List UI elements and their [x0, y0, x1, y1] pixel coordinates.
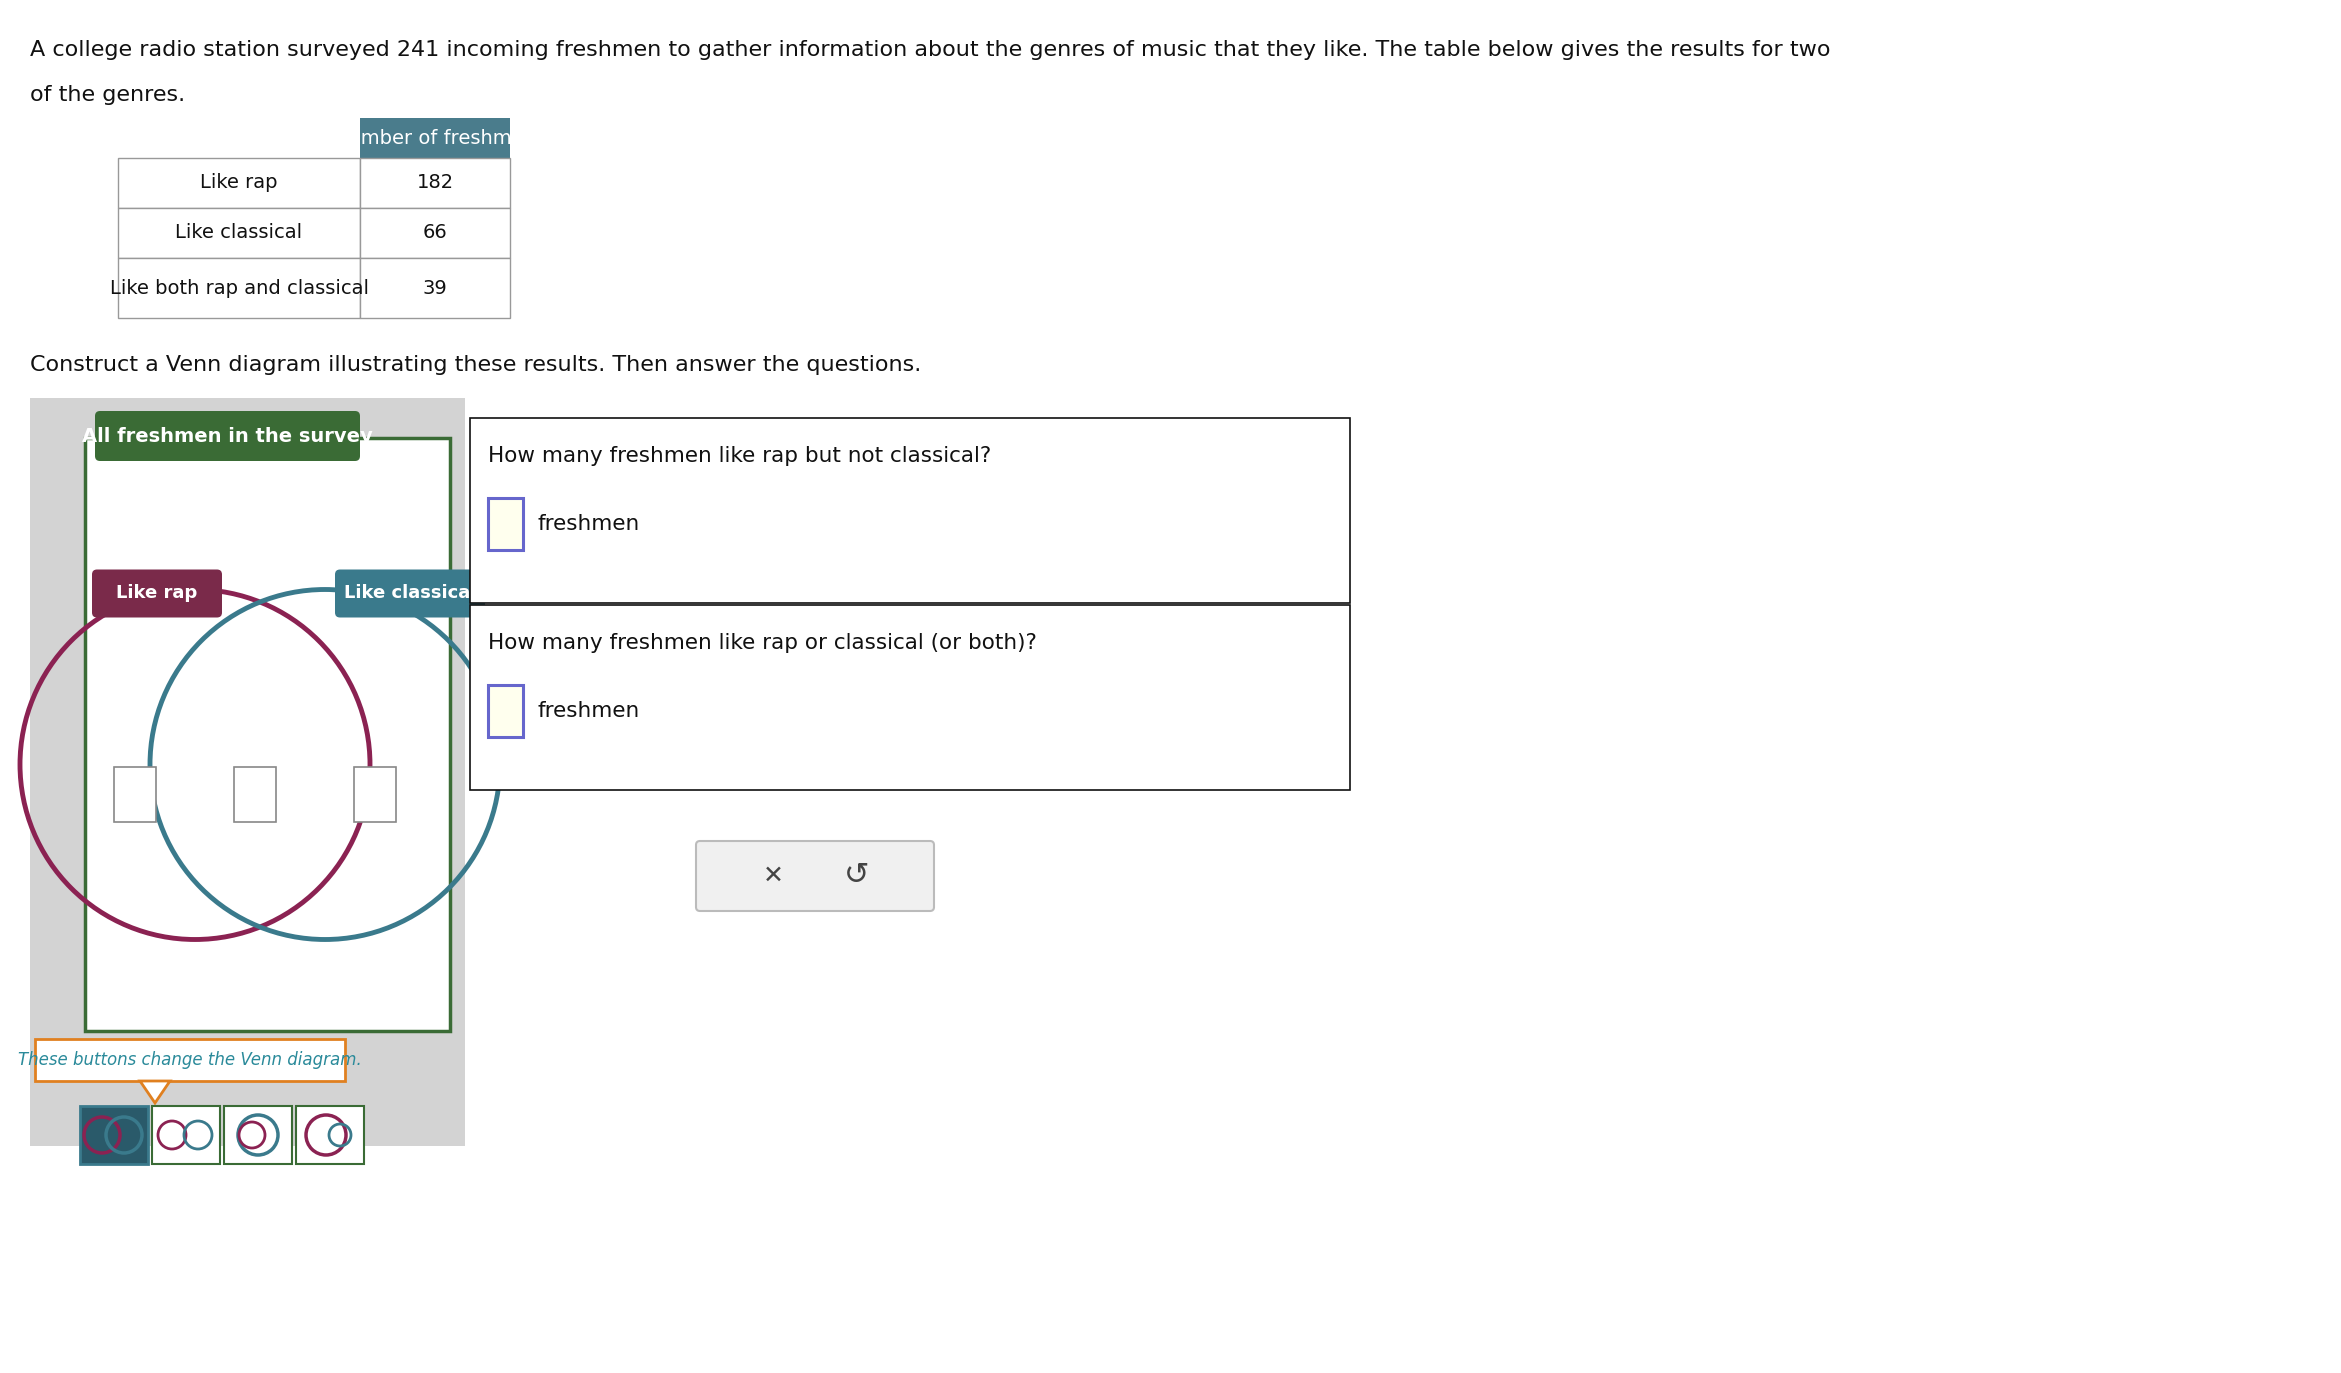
- FancyBboxPatch shape: [471, 417, 1351, 603]
- FancyBboxPatch shape: [695, 842, 934, 912]
- Text: How many freshmen like rap but not classical?: How many freshmen like rap but not class…: [487, 446, 990, 465]
- FancyBboxPatch shape: [91, 570, 222, 618]
- Text: Like classical: Like classical: [176, 224, 302, 243]
- Text: These buttons change the Venn diagram.: These buttons change the Venn diagram.: [19, 1050, 363, 1070]
- Text: ↺: ↺: [843, 861, 869, 891]
- Text: Number of freshmen: Number of freshmen: [335, 129, 536, 147]
- Text: All freshmen in the survey: All freshmen in the survey: [82, 427, 372, 445]
- FancyBboxPatch shape: [117, 258, 361, 319]
- FancyBboxPatch shape: [117, 207, 361, 258]
- Text: of the genres.: of the genres.: [30, 85, 185, 104]
- Text: How many freshmen like rap or classical (or both)?: How many freshmen like rap or classical …: [487, 633, 1037, 654]
- FancyBboxPatch shape: [361, 158, 510, 207]
- Text: Like rap: Like rap: [117, 585, 197, 603]
- FancyBboxPatch shape: [115, 768, 157, 822]
- FancyBboxPatch shape: [361, 258, 510, 319]
- FancyBboxPatch shape: [487, 498, 522, 551]
- Text: Like rap: Like rap: [201, 173, 279, 192]
- Text: ✕: ✕: [763, 864, 784, 888]
- FancyBboxPatch shape: [80, 1107, 147, 1164]
- Text: Like both rap and classical: Like both rap and classical: [110, 279, 368, 298]
- FancyBboxPatch shape: [96, 411, 361, 461]
- FancyBboxPatch shape: [234, 768, 276, 822]
- Polygon shape: [140, 1081, 171, 1103]
- FancyBboxPatch shape: [117, 158, 361, 207]
- FancyBboxPatch shape: [35, 1039, 344, 1081]
- Text: freshmen: freshmen: [536, 702, 639, 721]
- FancyBboxPatch shape: [225, 1107, 293, 1164]
- Text: 66: 66: [424, 224, 447, 243]
- FancyBboxPatch shape: [487, 685, 522, 737]
- Text: 39: 39: [424, 279, 447, 298]
- FancyBboxPatch shape: [84, 438, 449, 1031]
- FancyBboxPatch shape: [471, 605, 1351, 789]
- Text: A college radio station surveyed 241 incoming freshmen to gather information abo: A college radio station surveyed 241 inc…: [30, 40, 1831, 60]
- FancyBboxPatch shape: [335, 570, 485, 618]
- Text: freshmen: freshmen: [536, 514, 639, 534]
- Text: Like classical: Like classical: [344, 585, 475, 603]
- FancyBboxPatch shape: [295, 1107, 363, 1164]
- FancyBboxPatch shape: [30, 398, 466, 1146]
- FancyBboxPatch shape: [361, 118, 510, 158]
- FancyBboxPatch shape: [152, 1107, 220, 1164]
- Text: 182: 182: [417, 173, 454, 192]
- Text: Construct a Venn diagram illustrating these results. Then answer the questions.: Construct a Venn diagram illustrating th…: [30, 356, 922, 375]
- FancyBboxPatch shape: [353, 768, 396, 822]
- FancyBboxPatch shape: [361, 207, 510, 258]
